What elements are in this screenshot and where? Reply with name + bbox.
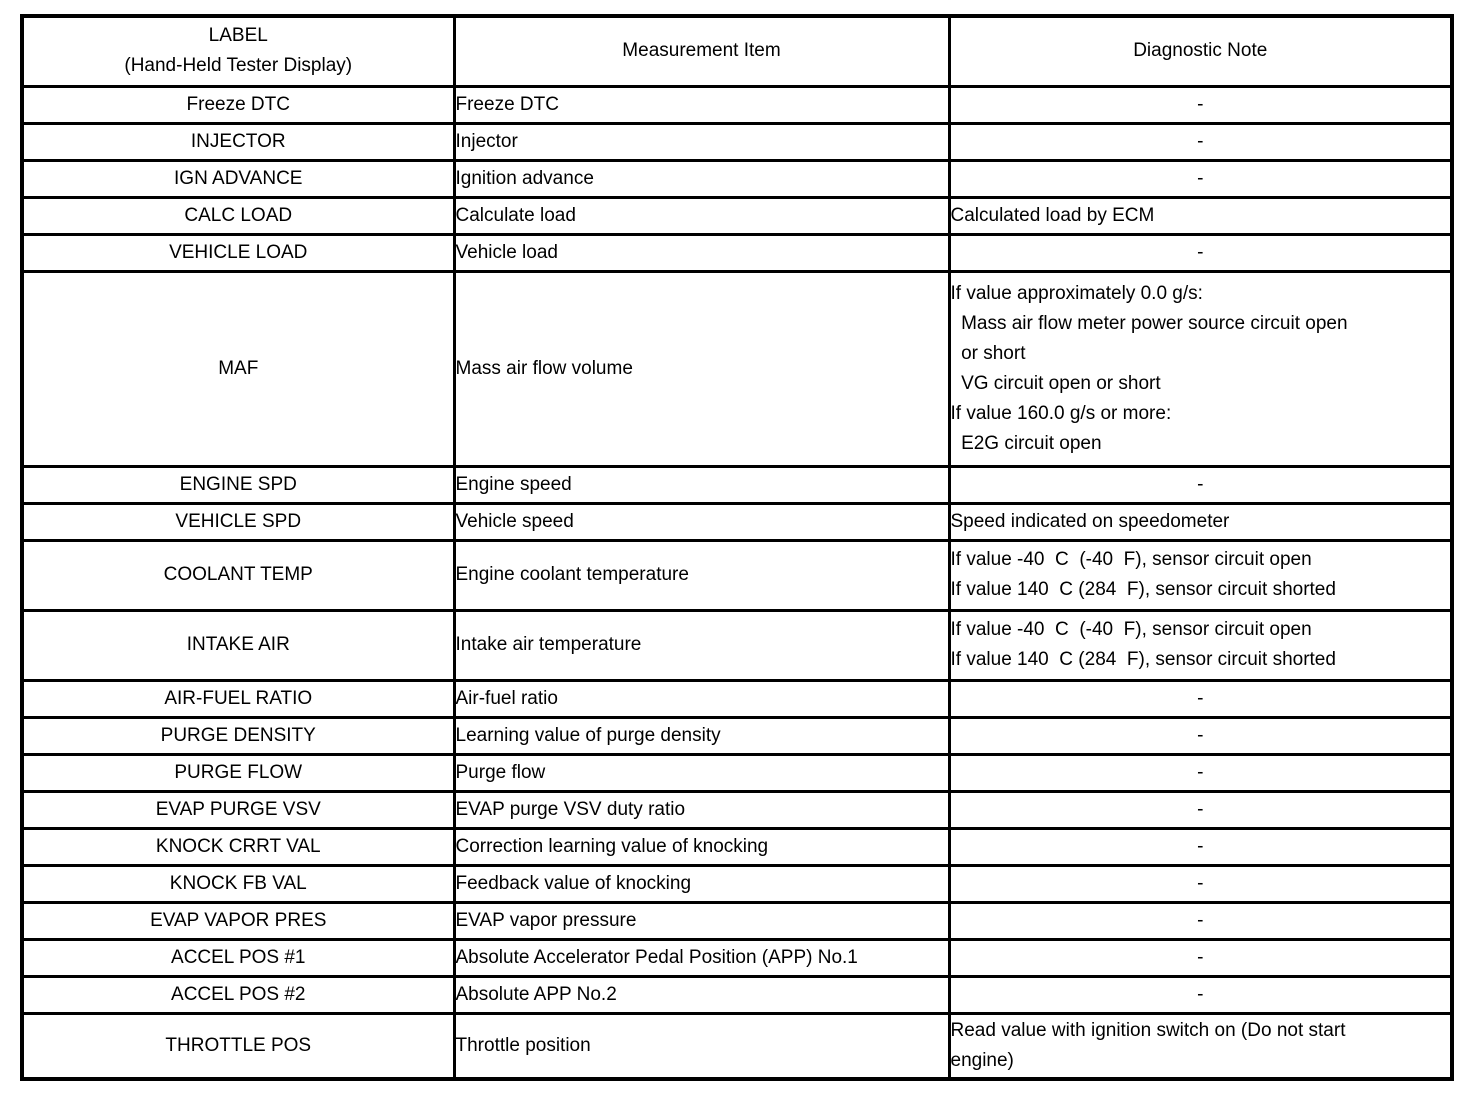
col-header-diagnostic-note: Diagnostic Note (947, 14, 1454, 88)
table-row: KNOCK FB VAL Feedback value of knocking … (20, 863, 1454, 904)
handheld-tester-data-table: LABEL (Hand-Held Tester Display) Measure… (20, 14, 1454, 1081)
label-cell: COOLANT TEMP (20, 538, 456, 612)
table-row: THROTTLE POS Throttle position Read valu… (20, 1011, 1454, 1081)
label-cell: PURGE FLOW (20, 752, 456, 793)
diagnostic-note-cell: - (947, 826, 1454, 867)
measurement-item-cell: Calculate load (452, 195, 951, 236)
label-cell: VEHICLE SPD (20, 501, 456, 542)
table-row: ACCEL POS #1 Absolute Accelerator Pedal … (20, 937, 1454, 978)
diagnostic-note-cell: - (947, 84, 1454, 125)
diagnostic-note-cell: - (947, 715, 1454, 756)
diagnostic-note-cell: - (947, 121, 1454, 162)
label-cell: THROTTLE POS (20, 1011, 456, 1081)
measurement-item-cell: Mass air flow volume (452, 269, 951, 468)
measurement-item-cell: Throttle position (452, 1011, 951, 1081)
label-cell: PURGE DENSITY (20, 715, 456, 756)
measurement-item-cell: Vehicle load (452, 232, 951, 273)
measurement-item-cell: Absolute Accelerator Pedal Position (APP… (452, 937, 951, 978)
table-row: INJECTOR Injector - (20, 121, 1454, 162)
label-cell: INTAKE AIR (20, 608, 456, 682)
label-cell: EVAP PURGE VSV (20, 789, 456, 830)
diagnostic-note-cell: - (947, 974, 1454, 1015)
diagnostic-note-cell: If value -40 C (-40 F), sensor circuit o… (947, 608, 1454, 682)
label-cell: Freeze DTC (20, 84, 456, 125)
table-row: EVAP VAPOR PRES EVAP vapor pressure - (20, 900, 1454, 941)
table-row: VEHICLE SPD Vehicle speed Speed indicate… (20, 501, 1454, 542)
measurement-item-cell: Vehicle speed (452, 501, 951, 542)
label-cell: ACCEL POS #1 (20, 937, 456, 978)
label-cell: ACCEL POS #2 (20, 974, 456, 1015)
measurement-item-cell: Air-fuel ratio (452, 678, 951, 719)
label-cell: INJECTOR (20, 121, 456, 162)
table-row: AIR-FUEL RATIO Air-fuel ratio - (20, 678, 1454, 719)
measurement-item-cell: Injector (452, 121, 951, 162)
diagnostic-note-cell: - (947, 863, 1454, 904)
measurement-item-cell: Ignition advance (452, 158, 951, 199)
measurement-item-cell: Engine speed (452, 464, 951, 505)
diagnostic-note-cell: If value approximately 0.0 g/s: Mass air… (947, 269, 1454, 468)
table-row: INTAKE AIR Intake air temperature If val… (20, 608, 1454, 682)
diagnostic-note-cell: - (947, 752, 1454, 793)
table-row: ENGINE SPD Engine speed - (20, 464, 1454, 505)
col-header-label: LABEL (Hand-Held Tester Display) (20, 14, 456, 88)
table-row: MAF Mass air flow volume If value approx… (20, 269, 1454, 468)
label-cell: IGN ADVANCE (20, 158, 456, 199)
diagnostic-note-cell: - (947, 789, 1454, 830)
measurement-item-cell: Freeze DTC (452, 84, 951, 125)
diagnostic-note-cell: - (947, 464, 1454, 505)
table-header-row: LABEL (Hand-Held Tester Display) Measure… (20, 14, 1454, 88)
diagnostic-note-cell: - (947, 678, 1454, 719)
measurement-item-cell: EVAP purge VSV duty ratio (452, 789, 951, 830)
table-row: EVAP PURGE VSV EVAP purge VSV duty ratio… (20, 789, 1454, 830)
table-row: COOLANT TEMP Engine coolant temperature … (20, 538, 1454, 612)
label-cell: AIR-FUEL RATIO (20, 678, 456, 719)
measurement-item-cell: Correction learning value of knocking (452, 826, 951, 867)
diagnostic-note-cell: - (947, 158, 1454, 199)
measurement-item-cell: Engine coolant temperature (452, 538, 951, 612)
diagnostic-note-cell: Read value with ignition switch on (Do n… (947, 1011, 1454, 1081)
measurement-item-cell: Purge flow (452, 752, 951, 793)
measurement-item-cell: EVAP vapor pressure (452, 900, 951, 941)
measurement-item-cell: Absolute APP No.2 (452, 974, 951, 1015)
measurement-item-cell: Learning value of purge density (452, 715, 951, 756)
diagnostic-note-cell: - (947, 900, 1454, 941)
label-cell: VEHICLE LOAD (20, 232, 456, 273)
measurement-item-cell: Feedback value of knocking (452, 863, 951, 904)
diagnostic-note-cell: - (947, 232, 1454, 273)
col-header-measurement-item: Measurement Item (452, 14, 951, 88)
table-row: IGN ADVANCE Ignition advance - (20, 158, 1454, 199)
diagnostic-note-cell: Calculated load by ECM (947, 195, 1454, 236)
measurement-item-cell: Intake air temperature (452, 608, 951, 682)
table-row: VEHICLE LOAD Vehicle load - (20, 232, 1454, 273)
label-cell: MAF (20, 269, 456, 468)
diagnostic-note-cell: - (947, 937, 1454, 978)
table-row: CALC LOAD Calculate load Calculated load… (20, 195, 1454, 236)
table-row: Freeze DTC Freeze DTC - (20, 84, 1454, 125)
table-row: ACCEL POS #2 Absolute APP No.2 - (20, 974, 1454, 1015)
table-row: KNOCK CRRT VAL Correction learning value… (20, 826, 1454, 867)
label-cell: CALC LOAD (20, 195, 456, 236)
diagnostic-note-cell: If value -40 C (-40 F), sensor circuit o… (947, 538, 1454, 612)
label-cell: KNOCK FB VAL (20, 863, 456, 904)
label-cell: KNOCK CRRT VAL (20, 826, 456, 867)
diagnostic-note-cell: Speed indicated on speedometer (947, 501, 1454, 542)
table-row: PURGE FLOW Purge flow - (20, 752, 1454, 793)
label-cell: ENGINE SPD (20, 464, 456, 505)
label-cell: EVAP VAPOR PRES (20, 900, 456, 941)
table-row: PURGE DENSITY Learning value of purge de… (20, 715, 1454, 756)
